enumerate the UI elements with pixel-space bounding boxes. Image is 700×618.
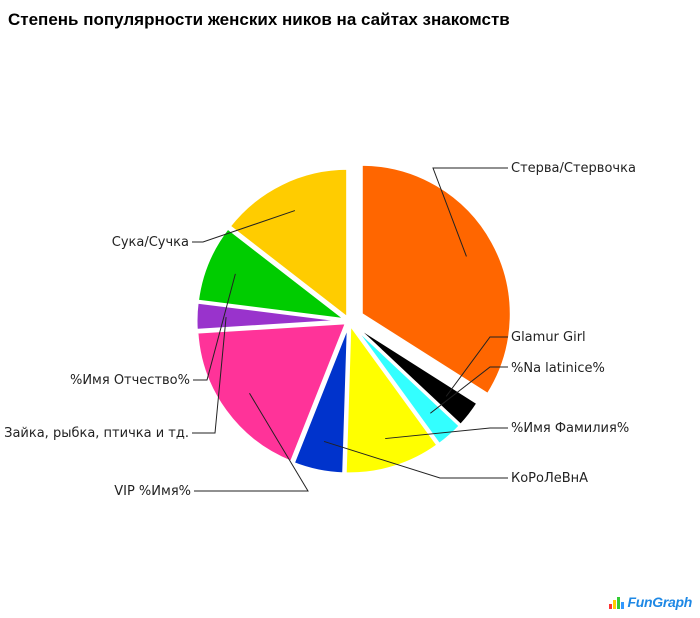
slice-label: %Na latinice% [511,361,605,376]
slice-label: VIP %Имя% [114,484,191,499]
pie-slice [195,321,349,465]
brand-logo: FunGraph [608,594,692,610]
pie-slice [291,323,350,476]
brand-name: FunGraph [627,594,693,610]
chart-title: Степень популярности женских ников на са… [8,10,510,29]
bar-chart-icon [608,597,624,609]
leader-line [194,393,309,492]
brand-bar [612,600,616,609]
leader-line [192,317,227,434]
pie-slice [359,162,513,397]
leader-line [193,273,236,381]
leader-line [432,167,508,257]
leader-line [323,440,508,479]
pie-slice [227,166,350,322]
slice-label: Зайка, рыбка, птичка и тд. [4,426,189,441]
slice-label: %Имя Фамилия% [511,421,629,436]
pie-slice [195,225,352,323]
slice-label: Стерва/Стервочка [511,161,636,176]
leader-lines [192,167,508,492]
leader-line [385,427,508,440]
slice-label: %Имя Отчество% [70,373,190,388]
leader-line [430,366,508,414]
brand-bar [608,604,612,609]
brand-bar [616,597,620,609]
leader-line [192,210,296,243]
pie-slice [343,319,441,476]
slice-label: Glamur Girl [511,330,586,345]
pie-slices [194,162,513,476]
slice-labels: Стерва/Стервочка Glamur Girl %Na latinice%… [4,161,636,499]
leader-line [445,336,508,397]
slice-label: КоРоЛеВнА [511,471,588,486]
brand-bar [620,602,624,609]
slice-label: Сука/Сучка [112,235,189,250]
